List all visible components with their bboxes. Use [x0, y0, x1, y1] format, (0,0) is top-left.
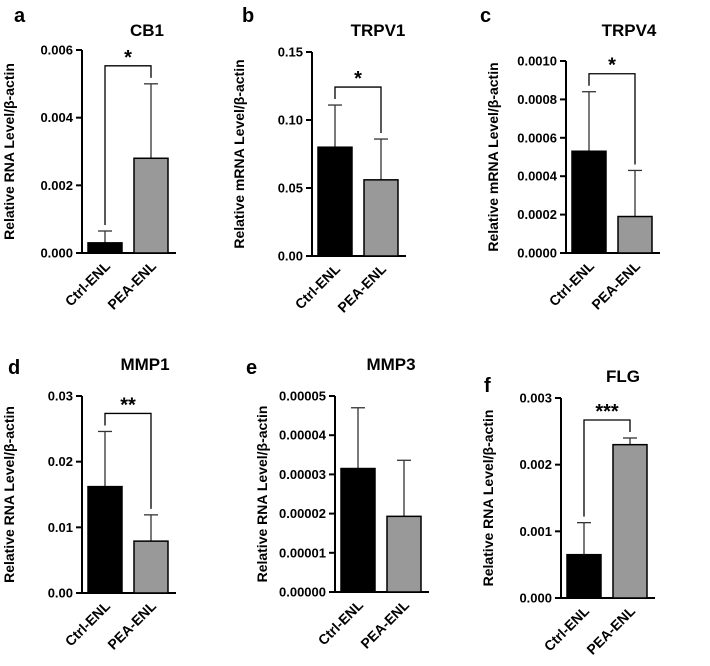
significance-bracket [104, 65, 152, 226]
bar-ctrl-enl [571, 150, 607, 254]
chart-panel-b: b TRPV1 0.00 0.05 0.10 0.15 Relative mRNA Leve… [231, 5, 406, 316]
bar-ctrl-enl [87, 485, 123, 594]
bar-pea-enl [133, 540, 169, 594]
y-tick-label: 0.003 [519, 391, 552, 406]
significance-marker: *** [595, 401, 619, 423]
x-category-label: PEA-ENL [104, 597, 159, 652]
y-tick-label: 0.006 [40, 43, 73, 58]
y-axis-label: Relative RNA Level/β-actin [480, 410, 496, 587]
chart-panel-e: e MMP3 0.00000 0.00001 0.00002 0.00003 0.00004… [246, 355, 429, 652]
y-tick-label: 0.00003 [279, 467, 326, 482]
y-tick-label: 0.05 [278, 181, 303, 196]
y-tick-label: 0.001 [519, 524, 552, 539]
bar-ctrl-enl [317, 146, 353, 257]
bar-ctrl-enl [87, 242, 123, 254]
bar-pea-enl [386, 515, 422, 593]
panel-letter: c [480, 5, 491, 27]
y-axis-label: Relative mRNA Level/β-actin [231, 59, 247, 248]
chart-title: MMP3 [366, 355, 415, 374]
significance-marker: * [354, 68, 362, 90]
y-tick-label: 0.00000 [279, 585, 326, 600]
y-tick-label: 0.15 [278, 45, 303, 60]
bar-pea-enl [612, 443, 648, 599]
y-tick-label: 0.0010 [517, 54, 557, 69]
y-tick-label: 0.0004 [517, 169, 558, 184]
significance-bracket [588, 73, 636, 165]
y-tick-label: 0.000 [519, 591, 552, 606]
significance-marker: ** [120, 394, 136, 416]
y-tick-label: 0.0002 [517, 207, 557, 222]
x-category-label: PEA-ENL [588, 257, 643, 312]
bar-ctrl-enl [340, 467, 376, 593]
x-category-label: PEA-ENL [334, 260, 389, 315]
significance-bracket [334, 86, 382, 134]
chart-title: TRPV4 [602, 21, 657, 40]
chart-title: CB1 [130, 21, 164, 40]
y-tick-label: 0.10 [278, 113, 303, 128]
y-axis-label: Relative RNA Level/β-actin [254, 406, 270, 583]
y-tick-label: 0.00 [48, 586, 73, 601]
significance-marker: * [124, 47, 132, 69]
significance-marker: * [608, 55, 616, 77]
y-tick-label: 0.000 [40, 246, 73, 261]
x-category-label: PEA-ENL [357, 596, 412, 651]
y-axis-label: Relative mRNA Level/β-actin [485, 62, 501, 251]
chart-title: MMP1 [120, 355, 169, 374]
chart-panel-a: a CB1 0.000 0.002 0.004 0.006 Relative RNA Lev… [1, 5, 176, 313]
y-tick-label: 0.0006 [517, 130, 557, 145]
chart-title: FLG [606, 367, 640, 386]
panel-letter: a [14, 5, 26, 27]
significance-bracket [104, 412, 152, 509]
y-axis-label: Relative RNA Level/β-actin [1, 406, 17, 583]
bar-pea-enl [617, 215, 653, 254]
chart-panel-c: c TRPV4 0.0000 0.0002 0.0004 0.0006 0.0008 0.00… [480, 5, 660, 313]
panel-letter: f [484, 375, 491, 397]
y-tick-label: 0.00001 [279, 545, 326, 560]
panel-letter: b [242, 5, 254, 27]
significance-bracket [583, 419, 631, 517]
y-axis-label: Relative RNA Level/β-actin [1, 63, 17, 240]
panel-letter: e [246, 357, 257, 379]
y-tick-label: 0.0000 [517, 246, 557, 261]
x-category-label: PEA-ENL [104, 257, 159, 312]
y-tick-label: 0.00004 [279, 428, 327, 443]
y-tick-label: 0.00 [278, 249, 303, 264]
bar-pea-enl [133, 157, 169, 254]
chart-title: TRPV1 [351, 21, 406, 40]
y-tick-label: 0.002 [40, 178, 73, 193]
x-category-label: PEA-ENL [583, 602, 638, 657]
y-tick-label: 0.03 [48, 389, 73, 404]
y-tick-label: 0.02 [48, 454, 73, 469]
y-tick-label: 0.004 [40, 110, 73, 125]
bar-ctrl-enl [566, 553, 602, 599]
panel-letter: d [8, 357, 20, 379]
y-tick-label: 0.0008 [517, 92, 557, 107]
y-tick-label: 0.00005 [279, 389, 326, 404]
chart-panel-d: d MMP1 0.00 0.01 0.02 0.03 Relative RNA Level/… [1, 355, 176, 653]
y-tick-label: 0.00002 [279, 506, 326, 521]
y-tick-label: 0.01 [48, 520, 73, 535]
chart-panel-f: f FLG 0.000 0.001 0.002 0.003 Relative RNA Lev… [480, 367, 655, 658]
bar-pea-enl [363, 179, 399, 257]
y-tick-label: 0.002 [519, 457, 552, 472]
